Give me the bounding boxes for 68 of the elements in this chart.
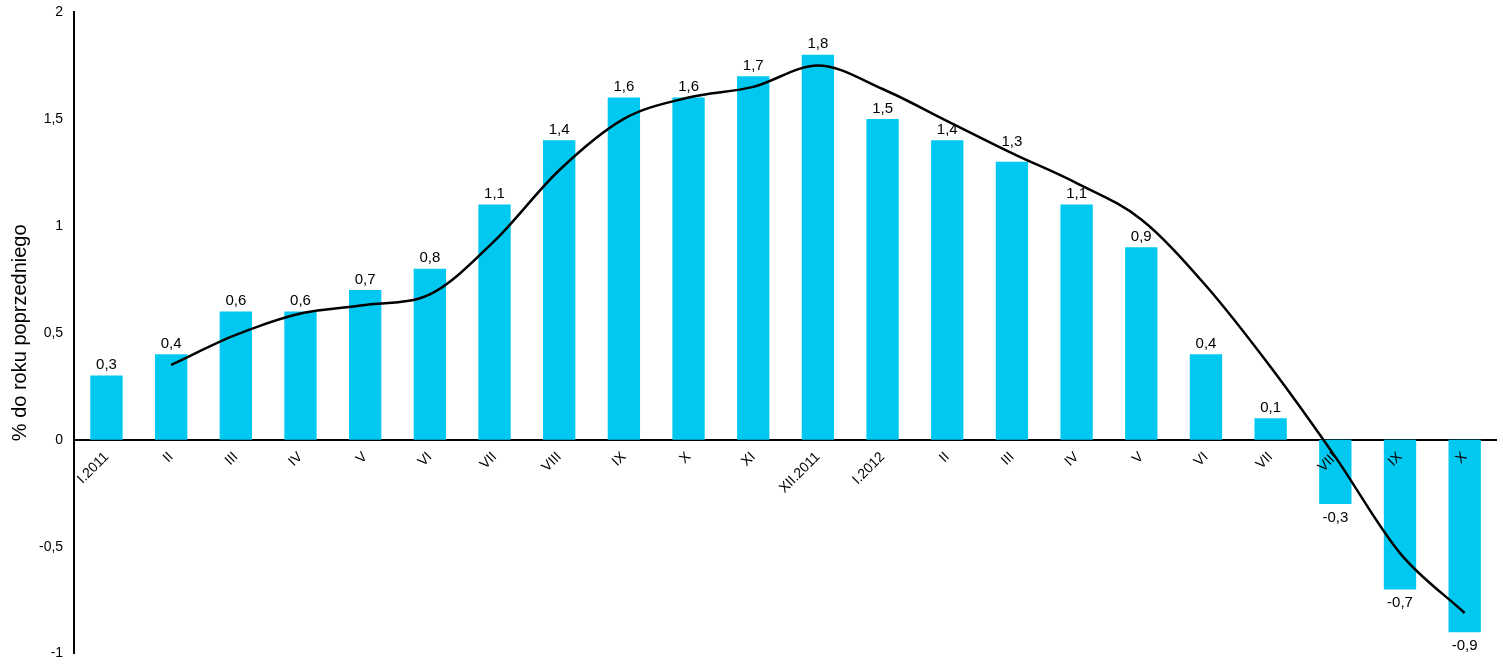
bar [672, 97, 705, 440]
bar [607, 97, 641, 440]
bar [284, 311, 317, 440]
y-tick-label: 0,5 [43, 323, 64, 340]
data-label: 1,6 [678, 77, 699, 95]
data-label: 0,4 [1195, 333, 1217, 351]
x-tick-label: VI [1190, 448, 1211, 469]
bar [349, 290, 382, 440]
x-tick-label: IX [1384, 447, 1406, 469]
data-label: -0,3 [1322, 507, 1349, 525]
x-tick-label: XI [737, 448, 759, 469]
x-tick-label: II [935, 448, 953, 466]
y-tick-label: -0,5 [39, 537, 64, 554]
bar [737, 76, 770, 440]
x-tick-label: III [221, 448, 241, 468]
data-label: -0,7 [1387, 593, 1413, 611]
data-label: 1,5 [872, 98, 894, 116]
data-label: 0,7 [354, 269, 376, 287]
bar [1125, 247, 1158, 440]
data-label: 0,6 [290, 291, 311, 309]
y-tick-label: 2 [55, 2, 64, 19]
y-tick-label: 1,5 [43, 109, 64, 126]
data-label: 1,4 [548, 119, 570, 137]
data-label: 0,1 [1260, 397, 1282, 415]
y-axis-title: % do roku poprzedniego [7, 224, 30, 442]
data-label: -0,9 [1451, 635, 1478, 653]
bar [154, 354, 188, 440]
bar [1060, 204, 1093, 440]
data-label: 1,7 [742, 55, 764, 73]
bar [1448, 439, 1481, 633]
bar [543, 140, 576, 440]
data-label: 0,4 [160, 333, 182, 351]
bar [931, 140, 964, 440]
bar [866, 118, 899, 440]
bar [413, 268, 447, 440]
data-label: 1,6 [613, 77, 635, 95]
data-label: 1,8 [807, 34, 829, 52]
bar [1383, 439, 1417, 590]
x-tick-label: IV [284, 447, 306, 469]
y-tick-label: 0 [55, 430, 64, 447]
bar [801, 54, 835, 440]
x-tick-label: VI [414, 448, 435, 469]
bar [90, 375, 123, 440]
x-tick-label: X [1451, 447, 1470, 467]
data-label: 1,3 [1001, 131, 1023, 149]
bar [478, 204, 511, 440]
x-tick-label: V [1128, 447, 1147, 467]
x-tick-label: X [675, 447, 694, 467]
x-tick-label: III [997, 448, 1017, 468]
x-tick-label: V [352, 447, 371, 467]
data-label: 0,8 [419, 248, 441, 266]
bar [1189, 354, 1223, 440]
bar [219, 311, 252, 440]
x-tick-label: IX [608, 447, 630, 469]
data-label: 1,1 [484, 184, 505, 202]
x-tick-label: VII [1252, 448, 1276, 472]
x-tick-label: VII [475, 448, 500, 472]
data-label: 0,6 [225, 291, 247, 309]
data-label: 1,1 [1066, 184, 1088, 202]
y-tick-label: 1 [55, 216, 64, 233]
x-tick-label: IV [1060, 447, 1082, 469]
bar [995, 161, 1029, 440]
x-tick-label: II [159, 448, 176, 466]
x-tick-label: VIII [537, 448, 565, 475]
data-label: 0,9 [1130, 226, 1152, 244]
bar [1254, 418, 1287, 440]
y-tick-label: -1 [50, 644, 64, 661]
data-label: 0,3 [96, 355, 117, 373]
